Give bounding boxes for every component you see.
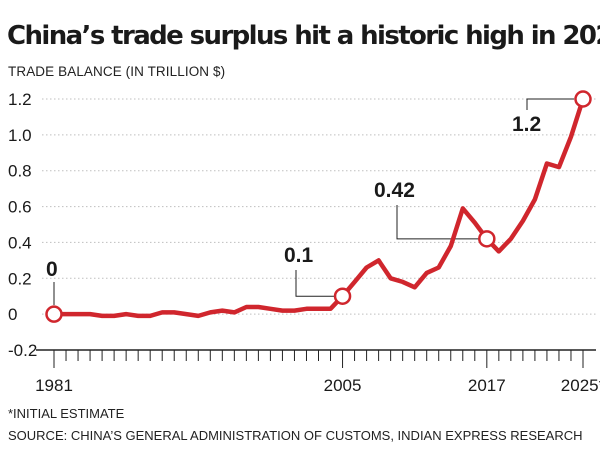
footnote: *INITIAL ESTIMATE (8, 406, 125, 421)
y-tick-label: 0 (8, 305, 17, 324)
x-tick-label: 2017 (468, 376, 506, 395)
data-point-marker (478, 230, 496, 248)
value-label: 1.2 (512, 113, 541, 136)
y-tick-label: 1.0 (8, 126, 32, 145)
value-label: 0.1 (284, 244, 314, 267)
y-tick-label: 0.2 (8, 269, 32, 288)
callout-leader (526, 98, 574, 110)
y-tick-label: 0.6 (8, 198, 32, 217)
value-label: 0.42 (374, 179, 415, 202)
y-axis-title: TRADE BALANCE (IN TRILLION $) (8, 64, 226, 79)
x-tick-label: 2005 (324, 376, 362, 395)
value-label: 0 (46, 258, 58, 281)
y-tick-label: 0.4 (8, 233, 32, 252)
data-point-marker (45, 305, 63, 323)
y-tick-label: 1.2 (8, 90, 32, 109)
source-note: SOURCE: CHINA’S GENERAL ADMINISTRATION O… (8, 428, 583, 443)
chart-title: China’s trade surplus hit a historic hig… (7, 21, 600, 51)
y-tick-label: -0.2 (8, 341, 37, 360)
x-tick-label: 1981 (35, 376, 73, 395)
y-tick-label: 0.8 (8, 162, 32, 181)
data-point-marker (333, 287, 352, 305)
line-chart: 1.2 1.0 0.8 0.6 0.4 0.2 0 -0.2 1981 2005 2017 2025*… (8, 90, 600, 395)
data-point-marker (574, 90, 592, 108)
x-tick-label: 2025* (561, 376, 600, 395)
trade-balance-line (51, 96, 586, 319)
callout-leader (295, 270, 335, 297)
